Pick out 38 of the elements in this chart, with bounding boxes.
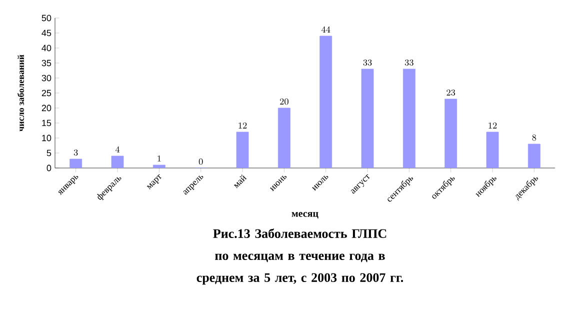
bar	[402, 68, 416, 168]
y-tick-label: 40	[42, 44, 52, 52]
data-label: 1	[158, 155, 161, 162]
data-label: 12	[238, 122, 247, 128]
bar	[528, 144, 540, 168]
bar	[320, 36, 332, 168]
bar	[486, 132, 499, 168]
y-axis-title: число заболеваний	[17, 54, 24, 132]
bar	[278, 108, 290, 168]
y-tick-label: 50	[42, 14, 52, 22]
y-tick-label: 20	[42, 104, 52, 112]
bar	[111, 156, 124, 168]
y-tick-label: 25	[42, 90, 52, 96]
bar	[236, 132, 249, 168]
data-label: 12	[488, 122, 497, 128]
bar	[361, 68, 374, 168]
y-tick-label: 30	[42, 74, 52, 82]
bar	[152, 164, 166, 168]
bar	[444, 98, 458, 168]
y-tick-label: 35	[42, 60, 52, 66]
data-label: 3	[74, 149, 78, 156]
data-label: 8	[532, 134, 536, 141]
x-axis-title: месяц	[292, 212, 318, 218]
text: Рис.13 Заболеваемость ГЛПС по месяцам в течение года в среднем за 5 лет, с 2003 по 2007 гг.	[196, 228, 404, 285]
data-label: 33	[404, 59, 414, 66]
data-label: 0	[198, 158, 203, 165]
data-label: 4	[115, 146, 120, 152]
y-tick-label: 45	[42, 30, 52, 36]
data-label: 33	[363, 59, 372, 66]
y-tick-label: 0	[46, 164, 52, 172]
y-tick-label: 5	[46, 150, 52, 156]
data-label: 20	[280, 98, 288, 105]
data-label: 23	[446, 89, 456, 96]
bar	[70, 158, 82, 168]
y-tick-label: 10	[42, 134, 52, 142]
y-tick-label: 15	[42, 120, 52, 126]
data-label: 44	[321, 26, 330, 32]
x-tick-label: май	[234, 174, 247, 188]
